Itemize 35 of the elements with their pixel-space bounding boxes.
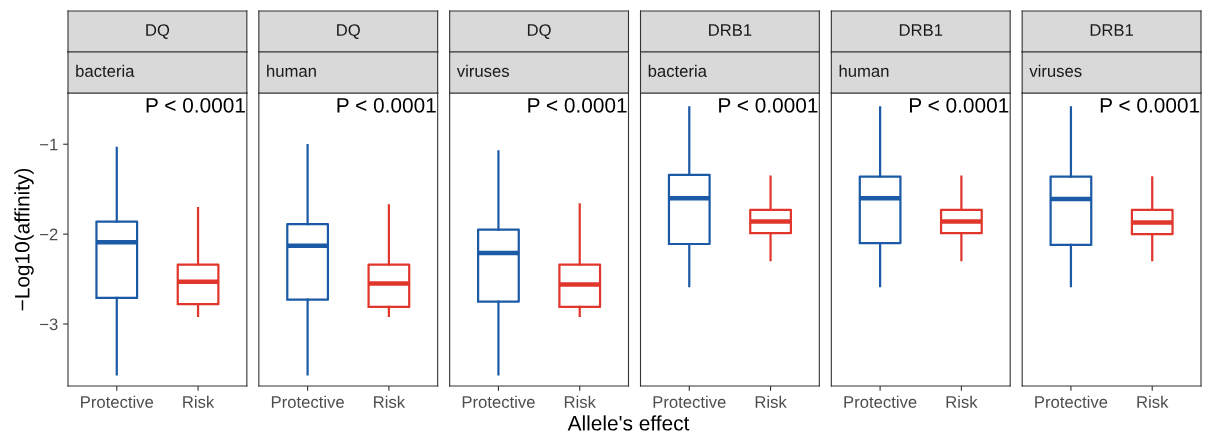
x-tick-label: Risk bbox=[374, 395, 406, 408]
annotation: P < 0.0001 bbox=[1100, 97, 1200, 113]
chart-subtitle: bacteria bbox=[648, 64, 707, 77]
x-tick-label: Risk bbox=[1137, 395, 1169, 408]
y-axis-title: −Log10(affinity) bbox=[14, 168, 34, 311]
y-tick-label: −1 bbox=[40, 138, 58, 151]
x-tick-label: Protective bbox=[1035, 395, 1108, 408]
chart-subtitle: human bbox=[839, 64, 889, 77]
chart-title: DRB1 bbox=[709, 24, 752, 36]
chart-title: DQ bbox=[527, 24, 551, 39]
chart-title: DRB1 bbox=[899, 24, 943, 36]
annotation: P < 0.0001 bbox=[528, 97, 627, 113]
chart-subtitle: bacteria bbox=[76, 64, 135, 77]
x-tick-label: Risk bbox=[755, 395, 787, 408]
x-tick-label: Protective bbox=[653, 395, 726, 408]
chart-subtitle: viruses bbox=[456, 64, 510, 77]
x-tick-label: Risk bbox=[183, 395, 215, 408]
x-tick-label: Risk bbox=[946, 395, 978, 408]
annotation: P < 0.0001 bbox=[337, 97, 436, 113]
y-tick-label: −2 bbox=[40, 228, 58, 241]
x-tick-label: Protective bbox=[81, 395, 154, 408]
chart-title: DRB1 bbox=[1090, 24, 1133, 36]
x-tick-label: Protective bbox=[844, 395, 917, 408]
annotation: P < 0.0001 bbox=[146, 97, 245, 113]
chart-subtitle: viruses bbox=[1029, 64, 1082, 77]
chart-subtitle: human bbox=[267, 64, 316, 77]
chart-title: DQ bbox=[146, 24, 170, 39]
x-tick-label: Protective bbox=[271, 395, 344, 408]
x-tick-label: Protective bbox=[462, 395, 535, 408]
x-axis-title: Allele's effect bbox=[567, 415, 690, 431]
annotation: P < 0.0001 bbox=[719, 97, 818, 113]
chart-title: DQ bbox=[337, 24, 360, 39]
x-tick-label: Risk bbox=[564, 395, 596, 408]
annotation: P < 0.0001 bbox=[909, 97, 1009, 113]
y-tick-label: −3 bbox=[40, 318, 58, 331]
